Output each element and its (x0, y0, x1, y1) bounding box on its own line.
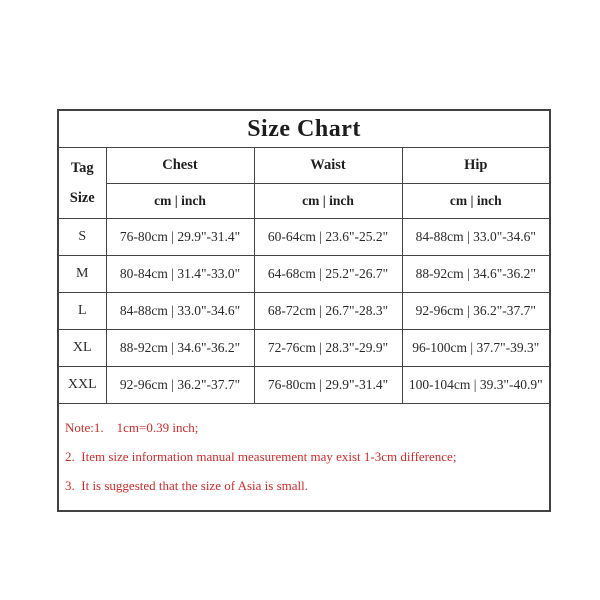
tag-size-corner-cell: Tag Size (57, 147, 107, 219)
corner-label-tag: Tag (70, 159, 94, 176)
note-line-1: Note:1. 1cm=0.39 inch; (65, 420, 199, 435)
measure-header-row: Tag Size Chest Waist Hip (57, 147, 551, 219)
unit-header-hip: cm | inch (401, 183, 551, 219)
column-header-hip: Hip (401, 147, 551, 184)
waist-value: 72-76cm | 28.3"-29.9" (253, 329, 403, 367)
hip-value: 100-104cm | 39.3"-40.9" (401, 366, 551, 404)
hip-value: 88-92cm | 34.6"-36.2" (401, 255, 551, 293)
column-header-waist: Waist (253, 147, 403, 184)
chest-value: 88-92cm | 34.6"-36.2" (105, 329, 255, 367)
title-row: Size Chart (57, 109, 551, 148)
size-label: XL (57, 329, 107, 367)
note-line-3: 3. It is suggested that the size of Asia… (65, 478, 308, 493)
chest-value: 84-88cm | 33.0"-34.6" (105, 292, 255, 330)
page-title: Size Chart (57, 109, 551, 148)
hip-value: 96-100cm | 37.7"-39.3" (401, 329, 551, 367)
waist-value: 68-72cm | 26.7"-28.3" (253, 292, 403, 330)
size-label: M (57, 255, 107, 293)
waist-value: 64-68cm | 25.2"-26.7" (253, 255, 403, 293)
note-line-2: 2. Item size information manual measurem… (65, 449, 457, 464)
notes-row: Note:1. 1cm=0.39 inch; 2. Item size info… (57, 403, 551, 512)
table-row-m: M 80-84cm | 31.4"-33.0" 64-68cm | 25.2"-… (57, 255, 551, 293)
waist-value: 60-64cm | 23.6"-25.2" (253, 218, 403, 256)
column-header-chest: Chest (105, 147, 255, 184)
table-row-xl: XL 88-92cm | 34.6"-36.2" 72-76cm | 28.3"… (57, 329, 551, 367)
size-label: L (57, 292, 107, 330)
size-label: XXL (57, 366, 107, 404)
unit-header-waist: cm | inch (253, 183, 403, 219)
hip-value: 84-88cm | 33.0"-34.6" (401, 218, 551, 256)
waist-value: 76-80cm | 29.9"-31.4" (253, 366, 403, 404)
table-row-l: L 84-88cm | 33.0"-34.6" 68-72cm | 26.7"-… (57, 292, 551, 330)
chest-value: 92-96cm | 36.2"-37.7" (105, 366, 255, 404)
size-label: S (57, 218, 107, 256)
hip-value: 92-96cm | 36.2"-37.7" (401, 292, 551, 330)
corner-label-size: Size (69, 190, 95, 206)
chest-value: 76-80cm | 29.9"-31.4" (105, 218, 255, 256)
table-row-s: S 76-80cm | 29.9"-31.4" 60-64cm | 23.6"-… (57, 218, 551, 256)
size-chart-table: Size Chart Tag Size Chest Waist Hip cm |… (57, 109, 552, 512)
unit-header-chest: cm | inch (105, 183, 255, 219)
notes-section: Note:1. 1cm=0.39 inch; 2. Item size info… (57, 403, 551, 512)
unit-header-row: cm | inch cm | inch cm | inch (58, 183, 551, 219)
chest-value: 80-84cm | 31.4"-33.0" (105, 255, 255, 293)
table-row-xxl: XXL 92-96cm | 36.2"-37.7" 76-80cm | 29.9… (57, 366, 551, 404)
